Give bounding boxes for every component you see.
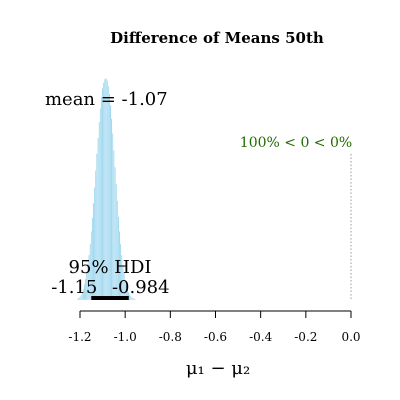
x-tick-label: -0.4 (249, 330, 273, 344)
hdi-high-label: -0.984 (112, 277, 170, 298)
comparison-label: 100% < 0 < 0% (240, 135, 352, 151)
x-axis-label: μ₁ − μ₂ (186, 358, 250, 379)
mean-label: mean = -1.07 (45, 89, 168, 110)
histogram-bars (77, 77, 137, 301)
x-axis-ticks: -1.2 -1.0 -0.8 -0.6 -0.4 -0.2 0.0 (68, 311, 361, 344)
x-tick-label: -1.0 (114, 330, 137, 344)
hdi-title: 95% HDI (69, 257, 152, 278)
x-tick-label: -0.2 (294, 330, 317, 344)
chart-title: Difference of Means 50th (110, 29, 324, 47)
x-tick-label: -1.2 (68, 330, 91, 344)
hdi-low-label: -1.15 (51, 277, 97, 298)
x-tick-label: -0.6 (204, 330, 227, 344)
x-tick-label: -0.8 (159, 330, 182, 344)
x-tick-label: 0.0 (341, 330, 360, 344)
histogram-bar (134, 298, 137, 301)
